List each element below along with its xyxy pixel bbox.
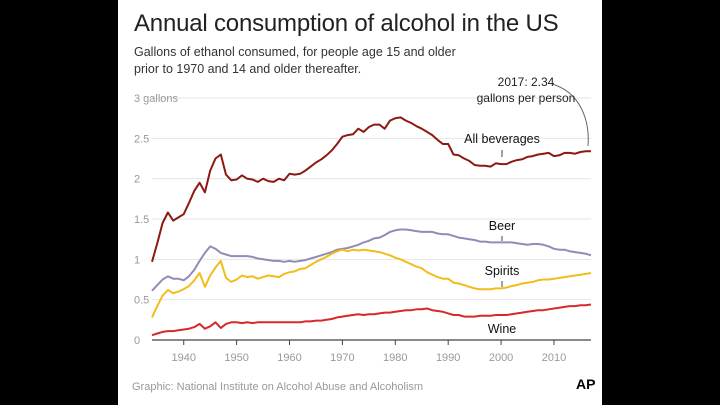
annotation: 2017: 2.34 gallons per person (477, 75, 589, 147)
source-credit: Graphic: National Institute on Alcohol A… (132, 381, 424, 393)
x-tick-label: 1950 (224, 352, 248, 364)
grid-lines (152, 97, 591, 341)
series-line-all-beverages (151, 116, 591, 263)
chart-subtitle: Gallons of ethanol consumed, for people … (134, 45, 456, 76)
series-label-all-beverages: All beverages (464, 132, 540, 146)
y-tick-label: 3 gallons (134, 93, 179, 105)
x-tick-label: 2000 (489, 352, 513, 364)
y-tick-label: 0.5 (134, 295, 149, 307)
series-line-wine (151, 303, 592, 337)
series-line-spirits (151, 248, 592, 318)
series-labels: All beverages Beer Spirits Wine (464, 132, 540, 336)
series-line-beer (151, 228, 592, 292)
y-tick-label: 2 (134, 174, 140, 186)
x-tick-label: 1960 (277, 352, 301, 364)
y-tick-label: 1 (134, 254, 140, 266)
y-tick-label: 2.5 (134, 133, 149, 145)
line-chart: 00.511.522.53 gallons 1940 1950 1960 1970 19… (134, 75, 592, 364)
chart-panel: Annual consumption of alcohol in the US … (118, 0, 602, 405)
x-tick-label: 1940 (171, 352, 195, 364)
y-tick-label: 0 (134, 335, 140, 347)
annotation-line2: gallons per person (477, 91, 576, 105)
y-tick-label: 1.5 (134, 214, 149, 226)
series-lines (151, 116, 592, 337)
series-label-spirits: Spirits (485, 264, 520, 278)
chart-title: Annual consumption of alcohol in the US (134, 10, 559, 37)
series-label-wine: Wine (488, 322, 517, 336)
x-tick-label: 1970 (330, 352, 354, 364)
annotation-leader (551, 83, 589, 147)
x-axis-ticks: 1940 1950 1960 1970 1980 1990 2000 2010 (171, 340, 566, 364)
x-tick-label: 1990 (436, 352, 460, 364)
x-tick-label: 2010 (542, 352, 566, 364)
annotation-line1: 2017: 2.34 (498, 75, 555, 89)
ap-logo: AP (576, 376, 596, 392)
y-axis-ticks: 0 0.5 1 1.5 2 2.5 3 gallons (134, 93, 179, 347)
series-label-beer: Beer (489, 219, 515, 233)
x-tick-label: 1980 (383, 352, 407, 364)
